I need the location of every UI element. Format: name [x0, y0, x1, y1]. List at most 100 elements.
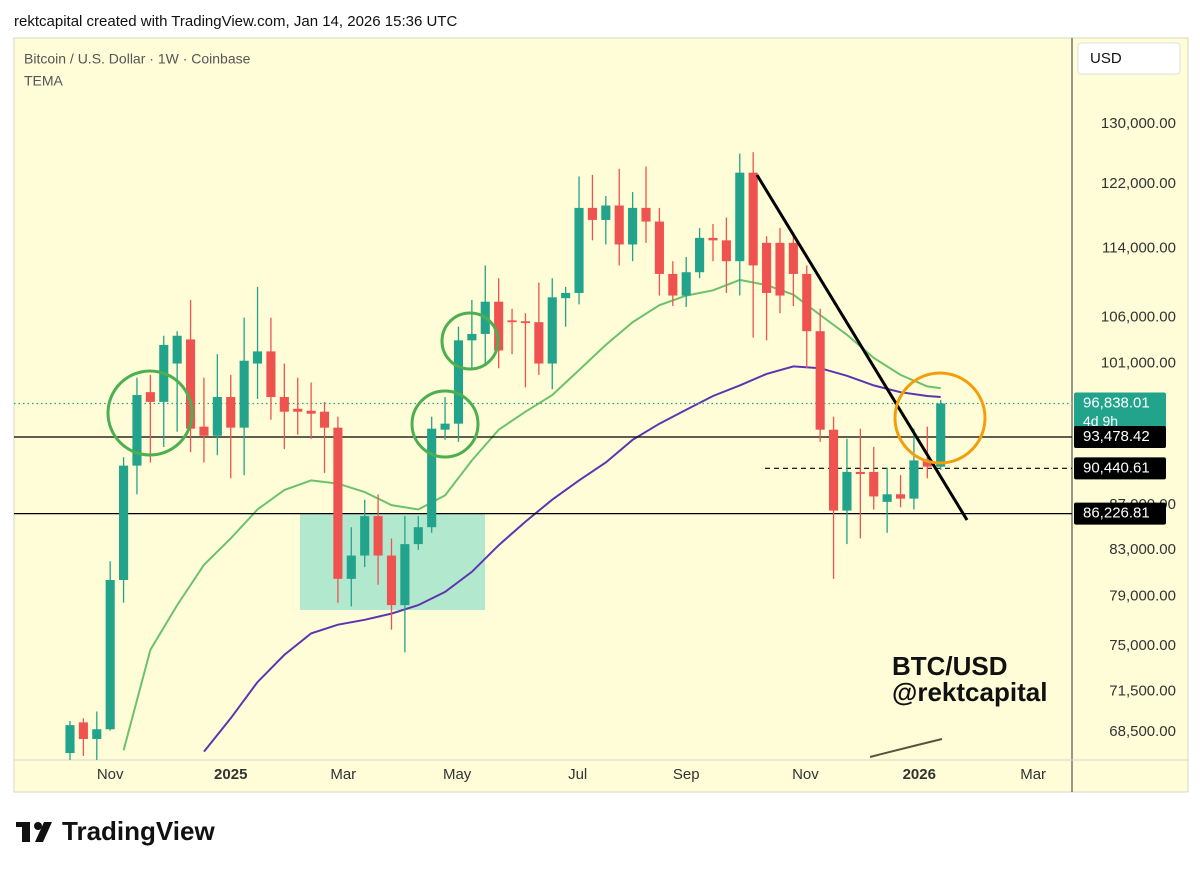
candle-body	[869, 471, 879, 497]
candle-body	[252, 351, 263, 364]
candle-body	[788, 242, 798, 274]
candle-body	[360, 516, 370, 556]
candle-body	[641, 207, 651, 222]
candle-body	[400, 544, 410, 606]
y-tick-label: 71,500.00	[1109, 682, 1176, 699]
candle-body	[293, 408, 303, 412]
candle-body	[440, 423, 450, 430]
ma-line	[122, 278, 941, 751]
currency-button[interactable]	[1077, 42, 1181, 75]
candle-body	[909, 460, 919, 499]
candle-body	[132, 395, 142, 466]
candle-body	[319, 411, 330, 428]
candle-body	[882, 494, 892, 502]
candle-body	[855, 471, 865, 475]
y-tick-label: 122,000.00	[1101, 175, 1176, 192]
watermark: BTC/USD	[892, 651, 1008, 681]
candle-body	[386, 555, 397, 606]
candle-body	[735, 172, 745, 262]
y-tick-label: 83,000.00	[1109, 541, 1176, 558]
candle-body	[494, 301, 504, 351]
highlight-circle	[106, 369, 194, 457]
candle-body	[534, 322, 544, 364]
candle-body	[829, 429, 839, 511]
price-label: 90,440.61	[1083, 459, 1150, 476]
candle-body	[668, 273, 678, 296]
candle-body	[681, 272, 691, 296]
candle-body	[92, 729, 102, 739]
candle-body	[333, 427, 343, 579]
candle-body	[762, 242, 772, 293]
candle-body	[601, 205, 611, 220]
candle-body	[279, 397, 289, 412]
candle-body	[467, 333, 477, 341]
candle-body	[748, 172, 758, 266]
candle-body	[895, 494, 906, 499]
highlight-circle	[893, 371, 987, 465]
candle-body	[266, 351, 276, 398]
candle-body	[708, 237, 718, 241]
candle-body	[520, 321, 531, 324]
price-label-box	[1074, 457, 1166, 480]
candle-body	[239, 360, 249, 428]
candle-body	[105, 580, 115, 730]
candle-body	[145, 392, 155, 402]
candle-body	[561, 292, 571, 299]
candle-body	[922, 460, 932, 467]
countdown-label: 4d 9h	[1083, 413, 1118, 429]
candle-body	[78, 722, 88, 739]
candle-body	[547, 297, 557, 364]
candle-body	[815, 331, 825, 430]
highlight-circle	[410, 389, 480, 459]
header: rektcapital created with TradingView.com…	[14, 13, 457, 30]
candle-body	[453, 340, 464, 424]
price-label-box	[1074, 502, 1166, 525]
candle-body	[172, 335, 182, 364]
x-tick-label: Sep	[673, 766, 700, 783]
price-label-box	[1074, 392, 1166, 433]
price-label: 86,226.81	[1083, 505, 1150, 522]
y-tick-label: 114,000.00	[1102, 240, 1176, 257]
x-tick-label: 2025	[214, 766, 247, 783]
price-label-box	[1074, 425, 1166, 448]
currency-label[interactable]: USD	[1090, 50, 1122, 67]
candle-body	[507, 320, 517, 323]
price-label: 96,838.01	[1083, 394, 1150, 411]
x-tick-label: Nov	[97, 766, 124, 783]
y-tick-label: 130,000.00	[1101, 115, 1176, 132]
y-tick-label: 75,000.00	[1109, 637, 1176, 654]
x-tick-label: May	[443, 766, 472, 783]
candle-body	[306, 410, 316, 414]
candle-body	[427, 428, 437, 528]
watermark: @rektcapital	[892, 677, 1047, 707]
x-tick-label: Jul	[568, 766, 587, 783]
highlight-circle	[440, 311, 500, 371]
brand-name: TradingView	[62, 816, 215, 846]
ma-line	[203, 365, 941, 753]
candle-body	[721, 240, 731, 262]
y-tick-label: 79,000.00	[1109, 588, 1176, 605]
candle-body	[119, 465, 129, 581]
candle-body	[587, 207, 597, 220]
candle-body	[413, 527, 423, 545]
x-tick-label: Mar	[1020, 766, 1046, 783]
candle-body	[346, 555, 356, 579]
y-tick-label: 106,000.00	[1101, 309, 1176, 326]
candle-body	[614, 205, 624, 245]
candle-body	[212, 397, 222, 436]
candle-body	[574, 207, 584, 293]
brand-logo	[16, 822, 52, 842]
candle-body	[802, 273, 812, 332]
candle-body	[842, 471, 852, 511]
candle-body	[373, 516, 383, 556]
candle-body	[65, 725, 75, 754]
candle-body	[695, 237, 705, 273]
symbol-title: Bitcoin / U.S. Dollar · 1W · Coinbase	[24, 51, 251, 67]
candle-body	[226, 397, 236, 428]
candle-body	[199, 426, 209, 436]
candle-body	[628, 207, 638, 245]
candle-body	[186, 339, 196, 429]
candle-body	[775, 242, 785, 296]
x-tick-label: 2026	[903, 766, 936, 783]
